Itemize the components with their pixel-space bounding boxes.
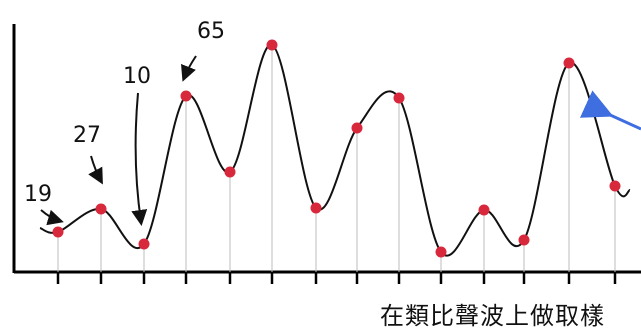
annotation-arrow-10: [131, 92, 148, 226]
sample-point-4: [224, 166, 236, 178]
sample-point-12: [563, 57, 575, 69]
annotation-label-27: 27: [73, 123, 101, 148]
sample-point-1: [95, 203, 107, 215]
annotation-arrow-19: [40, 209, 64, 226]
axis-ticks: [56, 272, 617, 284]
sample-point-3: [180, 90, 192, 102]
pointer-arrow: [579, 90, 641, 131]
annotation-label-10: 10: [123, 64, 151, 89]
sample-point-6: [310, 202, 322, 214]
sample-point-2: [138, 238, 150, 250]
annotation-label-65: 65: [197, 19, 225, 44]
sample-point-9: [435, 246, 447, 258]
sample-point-5: [266, 39, 278, 51]
sample-point-7: [351, 122, 363, 134]
sample-point-13: [609, 180, 621, 192]
diagram-caption: 在類比聲波上做取樣: [380, 302, 605, 330]
annotation-arrow-27: [88, 155, 103, 185]
annotation-arrow-65: [181, 55, 197, 82]
sample-stems: [57, 45, 616, 272]
sample-point-0: [52, 226, 64, 238]
annotation-label-19: 19: [24, 182, 52, 207]
sample-point-10: [478, 204, 490, 216]
sample-points: [52, 39, 621, 258]
sample-point-8: [393, 92, 405, 104]
sample-point-11: [518, 234, 530, 246]
